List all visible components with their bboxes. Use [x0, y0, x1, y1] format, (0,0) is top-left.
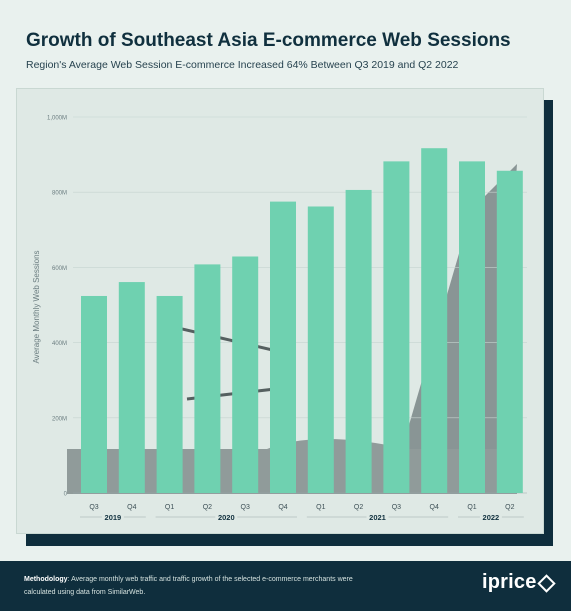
- y-tick-label: 800M: [52, 191, 67, 197]
- year-label: 2022: [483, 513, 500, 522]
- bar: [496, 170, 523, 493]
- x-tick-label: Q4: [430, 504, 439, 511]
- bar: [383, 161, 410, 494]
- x-tick-label: Q3: [392, 504, 401, 511]
- y-axis-label: Average Monthly Web Sessions: [32, 250, 41, 363]
- chart-card: 0 200M 400M 600M 800M 1,000M Average Monthly …: [16, 88, 544, 534]
- gridlines: [73, 116, 527, 494]
- bar: [156, 295, 183, 493]
- y-axis-tick-labels: 0 200M 400M 600M 800M 1,000M: [47, 116, 68, 498]
- x-tick-label: Q1: [316, 504, 325, 511]
- iprice-logo: iprice: [482, 571, 537, 593]
- y-tick-label: 600M: [52, 266, 67, 272]
- year-label: 2020: [218, 513, 235, 522]
- methodology-label: Methodology: [24, 576, 68, 583]
- bar: [459, 161, 485, 494]
- x-tick-label: Q1: [467, 504, 476, 511]
- x-tick-label: Q2: [203, 504, 212, 511]
- y-tick-label: 200M: [52, 416, 67, 422]
- bar: [194, 264, 221, 493]
- bar: [270, 201, 296, 493]
- bar: [345, 189, 372, 493]
- y-tick-label: 0: [64, 492, 68, 498]
- x-tick-label: Q4: [278, 504, 287, 511]
- footer: Methodology: Average monthly web traffic…: [0, 561, 571, 611]
- x-axis-labels: Q3 Q4 Q1 Q2 Q3 Q4 Q1 Q2 Q3 Q4 Q1 Q2: [89, 504, 514, 511]
- logo-diamond-icon: [537, 574, 556, 593]
- bars: [81, 148, 523, 494]
- x-tick-label: Q2: [505, 504, 514, 511]
- x-tick-label: Q4: [127, 504, 136, 511]
- year-labels: 2019 2020 2021 2022: [80, 513, 524, 522]
- methodology-note: Methodology: Average monthly web traffic…: [24, 573, 354, 599]
- year-label: 2019: [105, 513, 122, 522]
- y-tick-label: 1,000M: [47, 116, 67, 122]
- x-tick-label: Q1: [165, 504, 174, 511]
- year-label: 2021: [369, 513, 386, 522]
- y-tick-label: 400M: [52, 341, 67, 347]
- bar-chart: 0 200M 400M 600M 800M 1,000M Average Monthly …: [32, 116, 527, 522]
- chart-subtitle: Region's Average Web Session E-commerce …: [26, 59, 459, 71]
- bar: [118, 282, 145, 493]
- bar: [421, 148, 448, 493]
- x-tick-label: Q2: [354, 504, 363, 511]
- bar: [81, 295, 107, 493]
- methodology-text: : Average monthly web traffic and traffi…: [24, 576, 353, 596]
- bar: [232, 256, 259, 493]
- chart-title: Growth of Southeast Asia E-commerce Web …: [26, 30, 511, 51]
- bar: [307, 206, 334, 493]
- x-tick-label: Q3: [89, 504, 98, 511]
- x-tick-label: Q3: [241, 504, 250, 511]
